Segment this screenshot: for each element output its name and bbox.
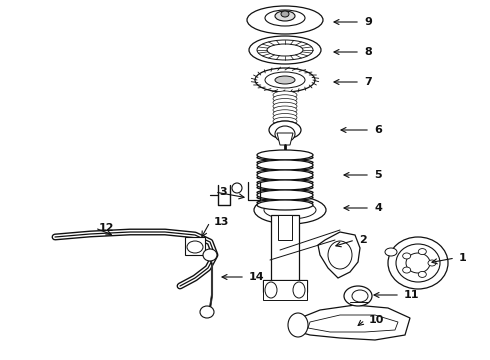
Polygon shape (277, 133, 293, 145)
Ellipse shape (344, 286, 372, 306)
Bar (278, 215, 292, 240)
Ellipse shape (267, 44, 303, 56)
Ellipse shape (273, 121, 297, 129)
Ellipse shape (273, 117, 297, 125)
Text: 10: 10 (369, 315, 384, 325)
Ellipse shape (403, 253, 411, 259)
Text: 5: 5 (374, 170, 382, 180)
Ellipse shape (257, 154, 313, 161)
Ellipse shape (257, 199, 313, 206)
Bar (263, 280, 307, 292)
Ellipse shape (428, 260, 436, 266)
Ellipse shape (273, 95, 297, 103)
Text: 12: 12 (99, 223, 115, 233)
Ellipse shape (257, 184, 313, 190)
Ellipse shape (257, 40, 313, 60)
Ellipse shape (406, 253, 430, 273)
Ellipse shape (273, 91, 297, 99)
Ellipse shape (257, 159, 313, 166)
Ellipse shape (328, 241, 352, 269)
Polygon shape (292, 305, 410, 340)
Ellipse shape (275, 11, 295, 21)
Text: 8: 8 (364, 47, 372, 57)
Ellipse shape (247, 6, 323, 34)
Text: 13: 13 (214, 217, 229, 227)
Bar (185, 237, 205, 255)
Ellipse shape (275, 126, 295, 142)
Ellipse shape (269, 121, 301, 139)
Ellipse shape (257, 150, 313, 160)
Ellipse shape (418, 271, 426, 278)
Text: 1: 1 (459, 253, 467, 263)
Ellipse shape (275, 76, 295, 84)
Ellipse shape (352, 290, 368, 302)
Text: 7: 7 (364, 77, 372, 87)
Ellipse shape (257, 170, 313, 175)
Ellipse shape (273, 106, 297, 114)
Text: 6: 6 (374, 125, 382, 135)
Ellipse shape (257, 194, 313, 201)
Ellipse shape (249, 36, 321, 64)
Ellipse shape (265, 282, 277, 298)
Text: 2: 2 (359, 235, 367, 245)
Ellipse shape (273, 102, 297, 110)
Ellipse shape (418, 249, 426, 255)
Ellipse shape (265, 10, 305, 26)
Ellipse shape (265, 72, 305, 88)
Ellipse shape (257, 180, 313, 185)
Ellipse shape (257, 165, 313, 171)
Ellipse shape (257, 160, 313, 170)
Ellipse shape (396, 244, 440, 282)
Ellipse shape (187, 241, 203, 253)
Polygon shape (308, 315, 398, 332)
Polygon shape (318, 232, 360, 278)
Ellipse shape (255, 68, 315, 92)
Ellipse shape (388, 237, 448, 289)
Bar (263, 280, 307, 300)
Text: 14: 14 (249, 272, 265, 282)
Ellipse shape (257, 170, 313, 180)
Ellipse shape (254, 196, 326, 224)
Ellipse shape (385, 248, 397, 256)
Ellipse shape (257, 190, 313, 200)
Text: 3: 3 (219, 187, 227, 197)
Bar (271, 215, 299, 290)
Ellipse shape (257, 175, 313, 180)
Text: 9: 9 (364, 17, 372, 27)
Ellipse shape (281, 11, 289, 17)
Ellipse shape (200, 306, 214, 318)
Ellipse shape (257, 200, 313, 210)
Text: 4: 4 (374, 203, 382, 213)
Ellipse shape (264, 201, 316, 219)
Ellipse shape (203, 249, 217, 261)
Text: 11: 11 (404, 290, 419, 300)
Ellipse shape (403, 267, 411, 273)
Ellipse shape (288, 313, 308, 337)
Ellipse shape (273, 99, 297, 107)
Ellipse shape (257, 189, 313, 195)
Ellipse shape (257, 180, 313, 190)
Ellipse shape (273, 113, 297, 122)
Ellipse shape (293, 282, 305, 298)
Ellipse shape (273, 110, 297, 118)
Ellipse shape (232, 183, 242, 193)
